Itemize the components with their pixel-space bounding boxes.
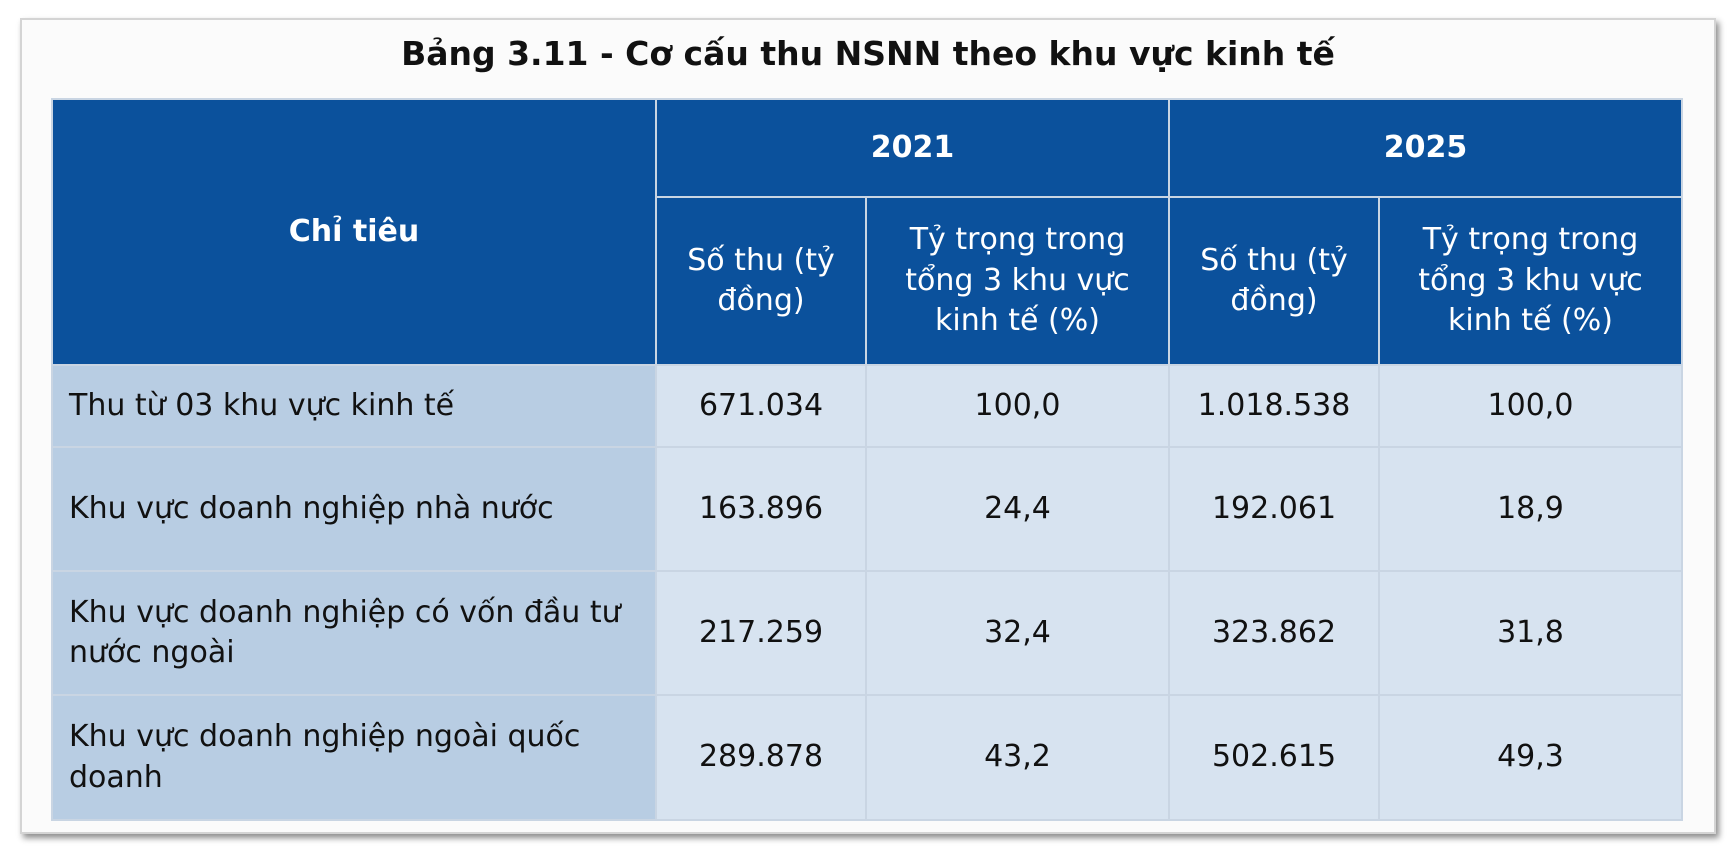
header-cell: 2025 <box>1168 98 1683 198</box>
row-label: Khu vực doanh nghiệp có vốn đầu tư nước … <box>51 570 657 696</box>
table-card: Bảng 3.11 - Cơ cấu thu NSNN theo khu vực… <box>20 18 1716 834</box>
value-cell: 49,3 <box>1378 694 1683 821</box>
table-row: Thu từ 03 khu vực kinh tế 671.034 100,0 1.0… <box>51 364 1683 448</box>
value-cell: 100,0 <box>1378 364 1683 448</box>
row-label: Khu vực doanh nghiệp ngoài quốc doanh <box>51 694 657 821</box>
row-label: Thu từ 03 khu vực kinh tế <box>51 364 657 448</box>
subheader-cell: Số thu (tỷ đồng) <box>1168 196 1380 366</box>
value-cell: 323.862 <box>1168 570 1380 696</box>
value-cell: 289.878 <box>655 694 867 821</box>
value-cell: 100,0 <box>865 364 1170 448</box>
value-cell: 163.896 <box>655 446 867 572</box>
table-title: Bảng 3.11 - Cơ cấu thu NSNN theo khu vực… <box>401 34 1335 73</box>
subheader-cell: Tỷ trọng trong tổng 3 khu vực kinh tế (%… <box>1378 196 1683 366</box>
value-cell: 671.034 <box>655 364 867 448</box>
revenue-table: Chỉ tiêu 2021 2025 Số thu (tỷ đồng) Tỷ t… <box>51 98 1683 821</box>
table-body: Thu từ 03 khu vực kinh tế 671.034 100,0 1.0… <box>51 364 1683 821</box>
value-cell: 502.615 <box>1168 694 1380 821</box>
header-cell: 2021 <box>655 98 1170 198</box>
value-cell: 31,8 <box>1378 570 1683 696</box>
table-row: Khu vực doanh nghiệp có vốn đầu tư nước … <box>51 570 1683 696</box>
value-cell: 24,4 <box>865 446 1170 572</box>
table-row: Khu vực doanh nghiệp nhà nước 163.896 24,4… <box>51 446 1683 572</box>
subheader-cell: Tỷ trọng trong tổng 3 khu vực kinh tế (%… <box>865 196 1170 366</box>
header-cell: Chỉ tiêu <box>51 98 657 366</box>
value-cell: 43,2 <box>865 694 1170 821</box>
value-cell: 32,4 <box>865 570 1170 696</box>
value-cell: 1.018.538 <box>1168 364 1380 448</box>
row-label: Khu vực doanh nghiệp nhà nước <box>51 446 657 572</box>
value-cell: 217.259 <box>655 570 867 696</box>
subheader-cell: Số thu (tỷ đồng) <box>655 196 867 366</box>
value-cell: 18,9 <box>1378 446 1683 572</box>
value-cell: 192.061 <box>1168 446 1380 572</box>
table-row: Khu vực doanh nghiệp ngoài quốc doanh 289… <box>51 694 1683 821</box>
